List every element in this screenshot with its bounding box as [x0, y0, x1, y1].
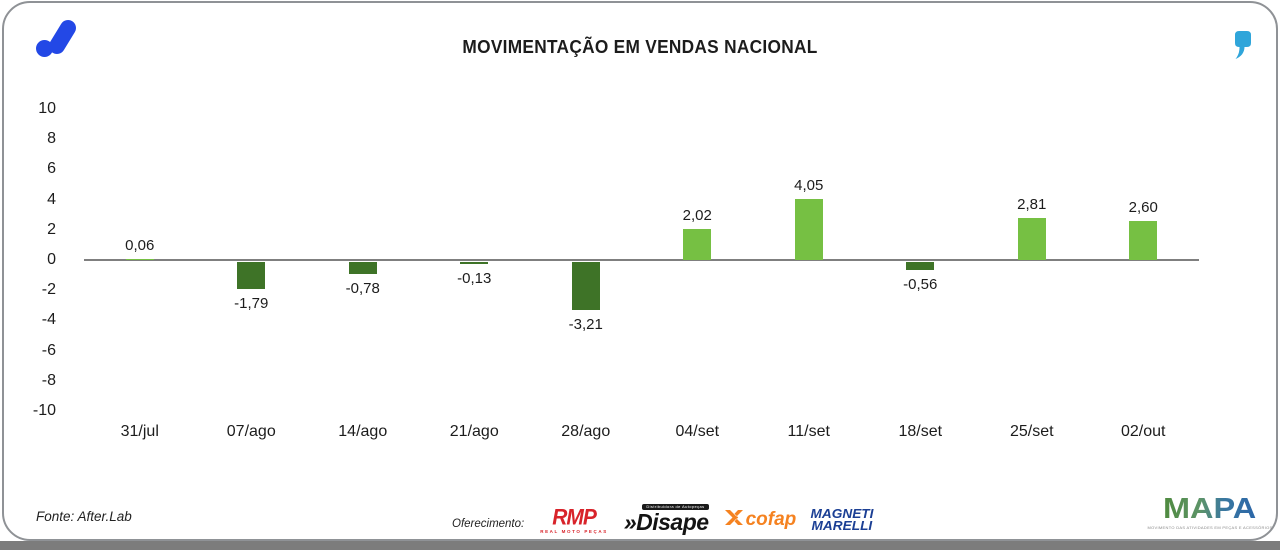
y-tick-label: -4	[41, 311, 56, 329]
bar-07/ago	[237, 262, 266, 290]
bar-value-label: 2,81	[1017, 195, 1047, 213]
x-tick-label: 04/set	[675, 423, 720, 440]
chart-title: MOVIMENTAÇÃO EM VENDAS NACIONAL	[462, 37, 818, 57]
rmp-logo: RMP REAL MOTO PEÇAS	[540, 507, 608, 535]
magneti-line1: MAGNETI	[810, 505, 874, 521]
y-tick-label: 2	[47, 220, 56, 238]
y-tick-label: 4	[47, 190, 56, 208]
x-tick-label: 31/jul	[120, 423, 159, 440]
bar-04/set	[683, 229, 712, 260]
mapa-logo-tagline: MOVIMENTO DAS ATIVIDADES EM PEÇAS E ACES…	[1147, 525, 1273, 530]
bar-18/set	[906, 262, 935, 271]
bar-14/ago	[348, 262, 377, 274]
sponsor-label: Oferecimento:	[452, 518, 525, 530]
mapa-logo-text: MAPA	[1163, 493, 1257, 525]
bar-28/ago	[571, 262, 600, 311]
x-tick-label: 11/set	[787, 423, 830, 440]
bar-11/set	[794, 198, 823, 260]
bar-value-label: 2,02	[682, 207, 712, 225]
y-tick-label: -6	[41, 341, 56, 359]
afterlab-brand-icon	[34, 15, 80, 64]
chart-card: MOVIMENTAÇÃO EM VENDAS NACIONAL 10 8 6 4 2 0 -…	[2, 1, 1278, 541]
page-bottom-edge	[0, 541, 1280, 550]
bar-value-label: -0,56	[903, 276, 938, 294]
bar-value-label: -3,21	[568, 316, 603, 334]
x-tick-label: 14/ago	[338, 423, 388, 440]
mapa-logo: MAPA MOVIMENTO DAS ATIVIDADES EM PEÇAS E…	[1148, 493, 1273, 531]
magneti-line2: MARELLI	[811, 518, 873, 533]
sponsor-row: Oferecimento: RMP REAL MOTO PEÇAS Distri…	[452, 501, 874, 537]
y-tick-label: 6	[47, 160, 56, 178]
source-note: Fonte: After.Lab	[36, 509, 132, 524]
y-tick-label: 0	[47, 251, 56, 268]
x-tick-label: 25/set	[1009, 423, 1054, 440]
rmp-logo-subtext: REAL MOTO PEÇAS	[540, 529, 608, 535]
disape-logo-tagline: Distribuidora de Autopeças	[642, 504, 709, 510]
y-tick-label: 10	[38, 100, 56, 117]
y-tick-label: -8	[41, 371, 56, 389]
cofap-x-icon	[724, 510, 743, 530]
rmp-logo-text: RMP	[552, 505, 597, 530]
bar-value-label: -0,78	[345, 279, 380, 297]
x-tick-label: 21/ago	[449, 423, 499, 440]
bar-value-label: 2,60	[1128, 198, 1158, 216]
disape-logo-text: »Disape	[623, 509, 709, 535]
bar-02/out	[1129, 220, 1158, 260]
magneti-marelli-logo: MAGNETI MARELLI	[810, 505, 874, 533]
bar-value-label: 0,06	[125, 237, 155, 254]
cofap-logo-text: cofap	[745, 509, 797, 530]
quote-mark-icon	[1234, 31, 1251, 64]
y-tick-label: 8	[47, 130, 56, 148]
bar-value-label: -0,13	[457, 269, 492, 287]
bar-21/ago	[460, 262, 489, 264]
y-tick-label: -2	[41, 281, 56, 299]
bar-value-label: 4,05	[794, 176, 824, 194]
x-tick-label: 02/out	[1121, 423, 1166, 440]
bar-value-label: -1,79	[234, 295, 269, 313]
bar-25/set	[1017, 217, 1046, 260]
disape-chevrons: »	[623, 509, 637, 535]
y-tick-label: -10	[32, 402, 56, 419]
x-tick-label: 28/ago	[561, 423, 611, 440]
cofap-logo: cofap	[724, 509, 797, 531]
disape-logo: Distribuidora de Autopeças »Disape	[624, 504, 709, 534]
bar-31/jul	[125, 259, 154, 260]
x-tick-label: 18/set	[898, 423, 943, 440]
zero-baseline	[84, 259, 1199, 261]
x-tick-label: 07/ago	[226, 423, 276, 440]
